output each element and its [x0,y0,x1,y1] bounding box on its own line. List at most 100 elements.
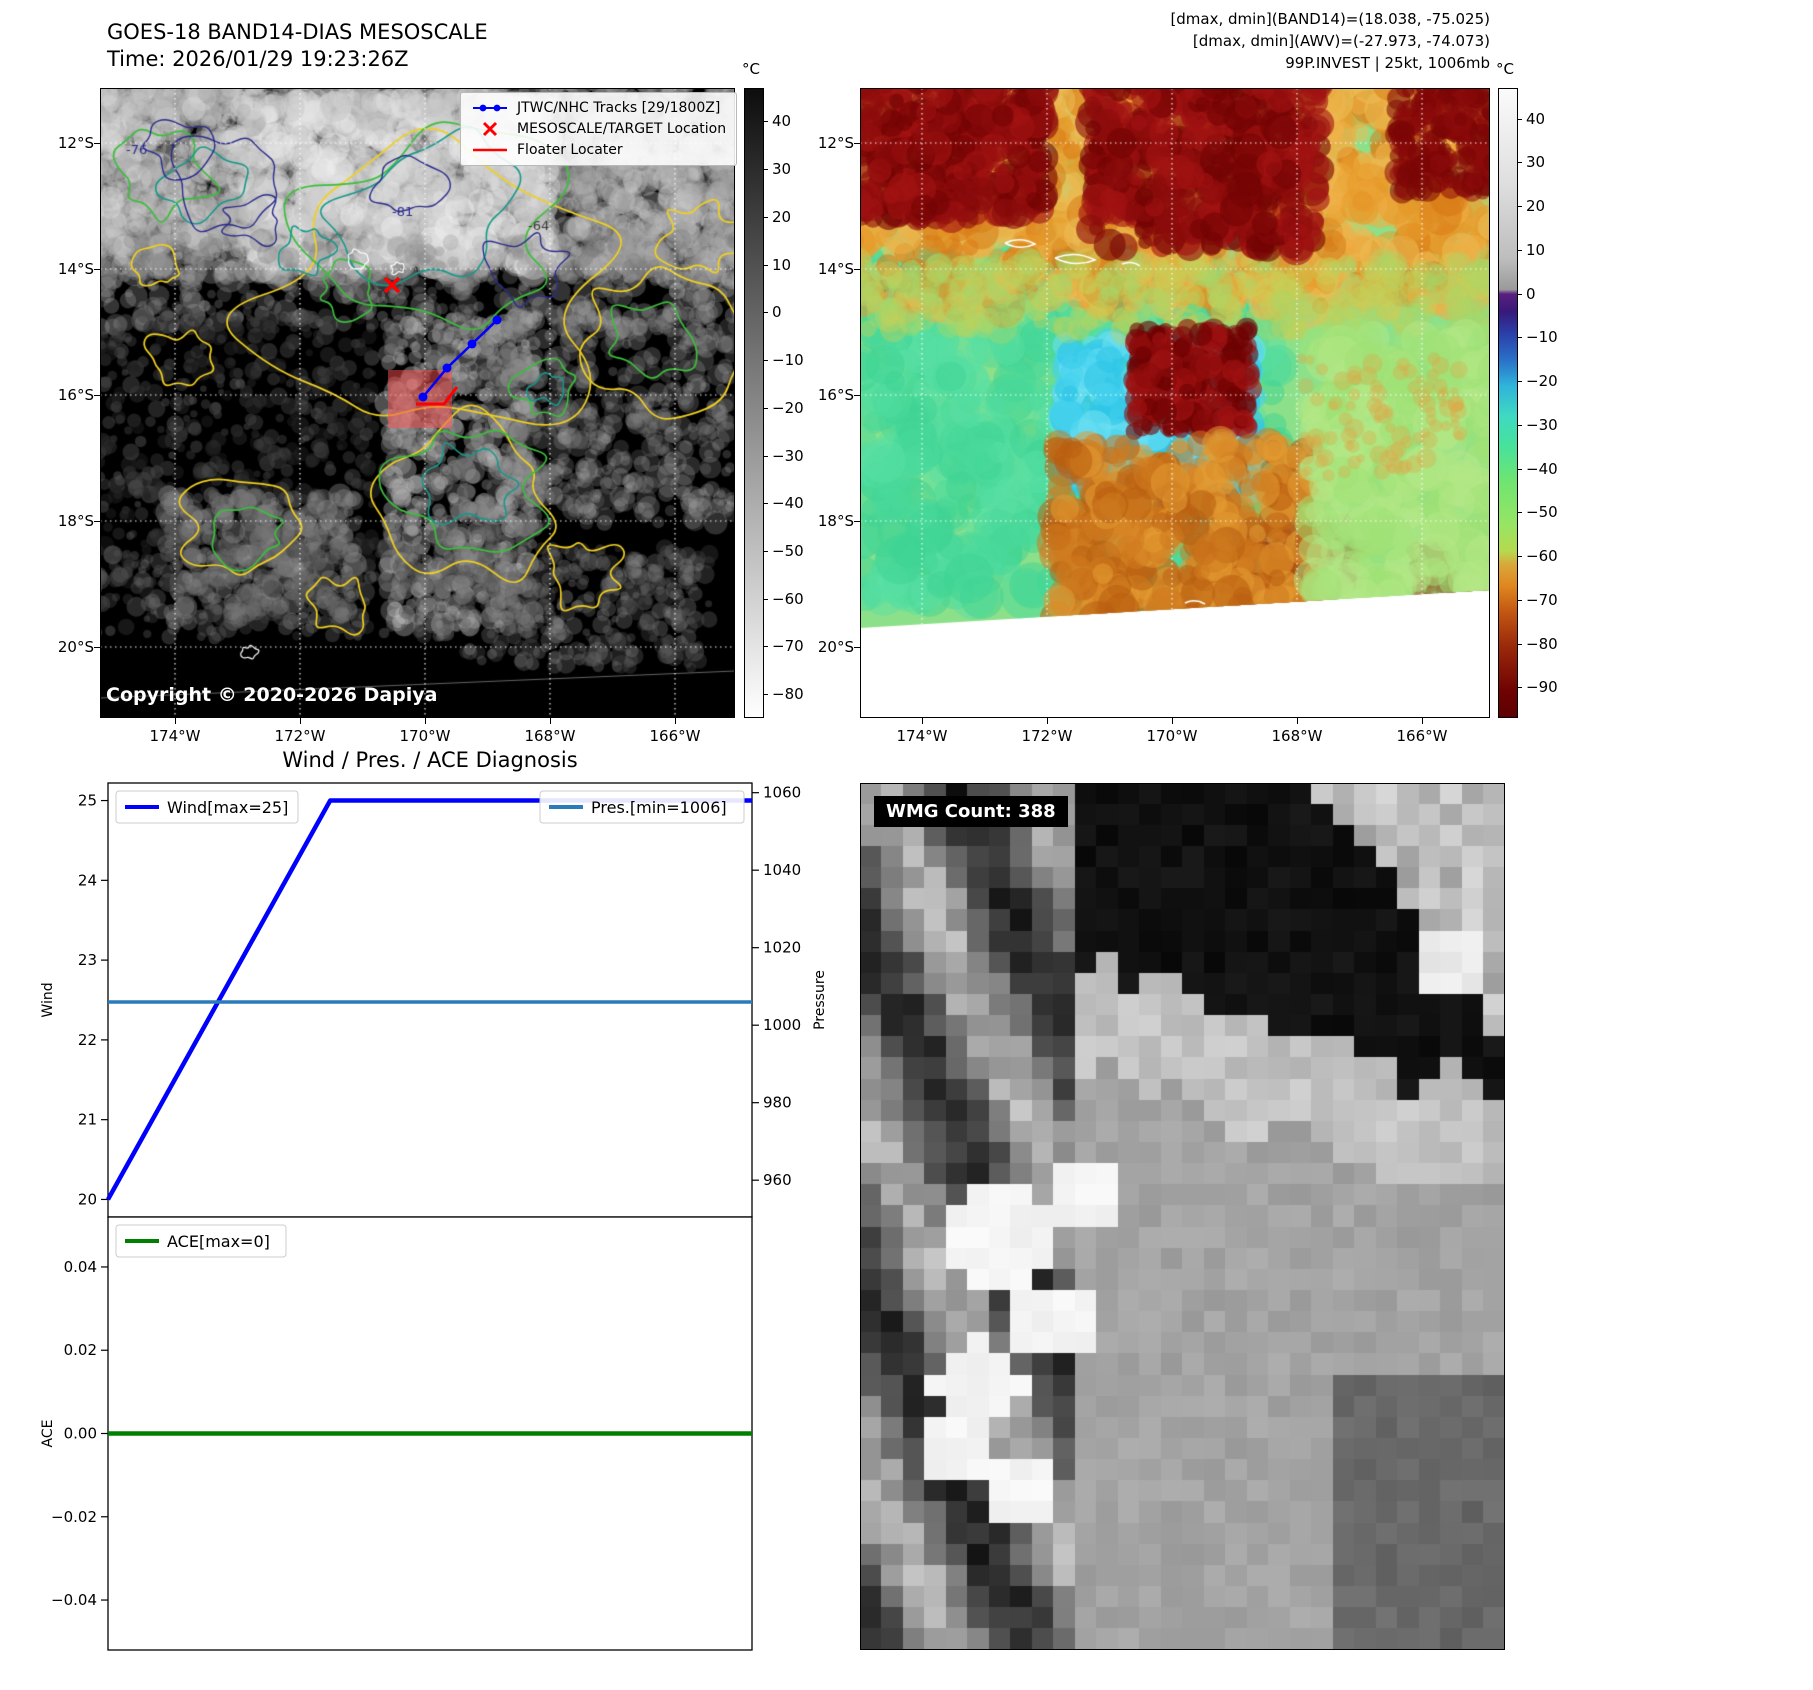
band14-lon-tick-label: 170°W [399,727,451,745]
axis-tick-mark [764,407,768,409]
wmg-count-image [860,783,1505,1650]
axis-tick-mark [1518,556,1522,558]
wind-line [106,798,752,1201]
axis-tick-mark [854,395,860,396]
band14-colorbar-tick-label: −20 [772,398,804,417]
awv-lon-tick-label: 172°W [1021,727,1073,745]
band14-lon-tick-label: 172°W [274,727,326,745]
target-x-icon [482,121,498,137]
pressure-ytick-label: 960 [763,1171,792,1189]
band14-colorbar-unit: °C [742,60,760,78]
axis-tick-mark [764,598,768,600]
band14-lon-tick-label: 174°W [149,727,201,745]
axis-tick-mark [764,216,768,218]
axis-tick-mark [1518,424,1522,426]
legend-label-tracks: JTWC/NHC Tracks [29/1800Z] [517,100,721,116]
awv-colorbar-tick-label: −60 [1526,547,1558,566]
awv-colorbar-tick-label: −30 [1526,415,1558,434]
axis-tick-mark [94,395,100,396]
awv-colorbar-tick-label: 0 [1526,284,1536,303]
band14-colorbar-tick-label: −30 [772,446,804,465]
awv-colorbar-tick-label: −70 [1526,590,1558,609]
axis-tick-mark [764,169,768,171]
wind-ytick-label: 20 [78,1190,97,1208]
pres-legend-box [539,790,745,824]
band14-colorbar-tick-label: 0 [772,303,782,322]
ace-ytick-label: 0.00 [64,1425,97,1443]
band14-colorbar-tick-label: −60 [772,589,804,608]
wind-ytick-label: 25 [78,792,97,810]
track-line-icon [473,104,507,112]
awv-colorbar-tick-label: −90 [1526,678,1558,697]
band14-lat-tick-label: 16°S [57,386,94,404]
ace-legend-label: ACE[max=0] [167,1232,270,1251]
axis-tick-mark [175,718,176,724]
axis-tick-mark [764,360,768,362]
axis-tick-mark [1518,118,1522,120]
wind-legend-box [115,790,299,824]
band14-colorbar-tick-label: −50 [772,541,804,560]
legend-row-tracks: JTWC/NHC Tracks [29/1800Z] [471,100,726,116]
band14-colorbar-tick-label: −10 [772,351,804,370]
axis-tick-mark [764,455,768,457]
axis-tick-mark [764,646,768,648]
pres-legend-label: Pres.[min=1006] [591,798,727,817]
pressure-ytick-label: 1000 [763,1016,801,1034]
axis-tick-mark [550,718,551,724]
awv-lat-tick-label: 12°S [817,134,854,152]
band14-colorbar-tick-label: 20 [772,207,792,226]
axis-tick-mark [764,503,768,505]
axis-tick-mark [764,694,768,696]
wind-ytick-label: 24 [78,871,97,889]
band14-satellite-image [100,88,735,718]
axis-tick-mark [1422,718,1423,724]
legend-label-target: MESOSCALE/TARGET Location [517,121,727,137]
band14-time: Time: 2026/01/29 19:23:26Z [107,47,409,71]
axis-tick-mark [1047,718,1048,724]
awv-lon-tick-label: 174°W [896,727,948,745]
axis-tick-mark [1518,206,1522,208]
band14-colorbar-tick-label: 40 [772,112,792,131]
band14-colorbar [744,88,764,718]
axis-tick-mark [1518,468,1522,470]
awv-lat-tick-label: 20°S [817,638,854,656]
axis-tick-mark [922,718,923,724]
axis-tick-mark [1518,293,1522,295]
pressure-axis-label: Pressure [812,970,828,1030]
awv-colorbar-tick-label: −10 [1526,328,1558,347]
axis-tick-mark [764,264,768,266]
axis-tick-mark [1518,337,1522,339]
axis-tick-mark [94,269,100,270]
awv-lon-tick-label: 170°W [1146,727,1198,745]
wmg-count-label: WMG Count: 388 [874,796,1068,827]
awv-lat-tick-label: 16°S [817,386,854,404]
axis-tick-mark [1518,162,1522,164]
legend-row-target: MESOSCALE/TARGET Location [471,121,726,137]
axis-tick-mark [854,143,860,144]
band14-colorbar-tick-label: −80 [772,685,804,704]
pressure-ytick-label: 1040 [763,861,801,879]
axis-tick-mark [854,269,860,270]
axis-tick-mark [1518,687,1522,689]
ace-plot-area [107,1216,753,1651]
awv-colorbar-tick-label: 20 [1526,197,1546,216]
invest-info-text: 99P.INVEST | 25kt, 1006mb [1285,54,1490,72]
legend-label-floater: Floater Locater [517,142,623,158]
axis-tick-mark [764,312,768,314]
pressure-ytick-label: 1060 [763,784,801,802]
band14-lat-tick-label: 20°S [57,638,94,656]
awv-colorbar-tick-label: 40 [1526,109,1546,128]
axis-tick-mark [1297,718,1298,724]
band14-title: GOES-18 BAND14-DIAS MESOSCALE [107,20,488,44]
axis-tick-mark [94,143,100,144]
ace-axis-label: ACE [40,1420,56,1448]
axis-tick-mark [854,521,860,522]
axis-tick-mark [1518,643,1522,645]
ace-ytick-label: 0.04 [64,1258,97,1276]
diagnosis-title: Wind / Pres. / ACE Diagnosis [282,748,578,772]
pressure-ytick-label: 1020 [763,939,801,957]
axis-tick-mark [764,550,768,552]
axis-tick-mark [425,718,426,724]
axis-tick-mark [854,647,860,648]
band14-colorbar-tick-label: −40 [772,494,804,513]
